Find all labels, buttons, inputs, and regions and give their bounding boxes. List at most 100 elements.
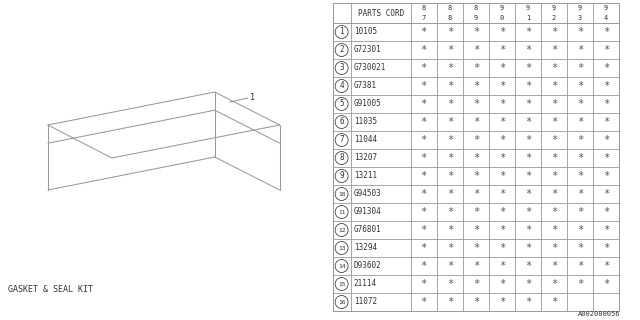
Text: *: * bbox=[603, 153, 609, 163]
Text: *: * bbox=[603, 261, 609, 271]
Text: *: * bbox=[551, 225, 557, 235]
Text: *: * bbox=[551, 243, 557, 253]
Text: *: * bbox=[447, 63, 453, 73]
Text: *: * bbox=[473, 297, 479, 307]
Text: *: * bbox=[473, 63, 479, 73]
Text: PARTS CORD: PARTS CORD bbox=[358, 9, 404, 18]
Text: *: * bbox=[447, 135, 453, 145]
Text: 13207: 13207 bbox=[354, 154, 377, 163]
Text: *: * bbox=[420, 45, 427, 55]
Text: *: * bbox=[447, 207, 453, 217]
Text: *: * bbox=[577, 117, 583, 127]
Text: 14: 14 bbox=[338, 263, 346, 268]
Text: *: * bbox=[577, 243, 583, 253]
Text: 9: 9 bbox=[578, 5, 582, 12]
Text: *: * bbox=[603, 225, 609, 235]
Text: *: * bbox=[603, 135, 609, 145]
Text: 4: 4 bbox=[604, 14, 608, 20]
Text: *: * bbox=[447, 261, 453, 271]
Text: *: * bbox=[577, 279, 583, 289]
Text: *: * bbox=[551, 297, 557, 307]
Text: 1: 1 bbox=[525, 14, 530, 20]
Text: 7: 7 bbox=[339, 135, 344, 145]
Text: *: * bbox=[551, 189, 557, 199]
Text: *: * bbox=[499, 45, 505, 55]
Text: *: * bbox=[525, 63, 531, 73]
Text: 6: 6 bbox=[339, 117, 344, 126]
Text: *: * bbox=[525, 171, 531, 181]
Text: 9: 9 bbox=[552, 5, 556, 12]
Text: *: * bbox=[551, 135, 557, 145]
Text: *: * bbox=[577, 81, 583, 91]
Text: 13294: 13294 bbox=[354, 244, 377, 252]
Text: *: * bbox=[499, 63, 505, 73]
Text: *: * bbox=[420, 225, 427, 235]
Text: *: * bbox=[525, 45, 531, 55]
Text: 0: 0 bbox=[500, 14, 504, 20]
Text: *: * bbox=[420, 189, 427, 199]
Text: *: * bbox=[420, 261, 427, 271]
Text: 4: 4 bbox=[339, 82, 344, 91]
Text: *: * bbox=[499, 117, 505, 127]
Text: 11: 11 bbox=[338, 210, 346, 214]
Text: *: * bbox=[551, 153, 557, 163]
Text: *: * bbox=[577, 27, 583, 37]
Text: *: * bbox=[577, 135, 583, 145]
Text: *: * bbox=[473, 225, 479, 235]
Text: 2: 2 bbox=[339, 45, 344, 54]
Text: 8: 8 bbox=[447, 14, 452, 20]
Text: *: * bbox=[447, 99, 453, 109]
Text: 9: 9 bbox=[474, 14, 478, 20]
Text: 9: 9 bbox=[339, 172, 344, 180]
Text: *: * bbox=[473, 135, 479, 145]
Text: *: * bbox=[551, 279, 557, 289]
Text: *: * bbox=[603, 243, 609, 253]
Text: *: * bbox=[447, 189, 453, 199]
Text: 11072: 11072 bbox=[354, 298, 377, 307]
Text: *: * bbox=[447, 27, 453, 37]
Text: D93602: D93602 bbox=[354, 261, 381, 270]
Text: *: * bbox=[551, 117, 557, 127]
Text: *: * bbox=[525, 189, 531, 199]
Text: *: * bbox=[525, 297, 531, 307]
Text: *: * bbox=[473, 279, 479, 289]
Text: *: * bbox=[551, 27, 557, 37]
Text: *: * bbox=[499, 261, 505, 271]
Text: *: * bbox=[499, 225, 505, 235]
Text: *: * bbox=[447, 225, 453, 235]
Text: *: * bbox=[603, 81, 609, 91]
Text: *: * bbox=[603, 207, 609, 217]
Text: *: * bbox=[447, 81, 453, 91]
Text: *: * bbox=[420, 171, 427, 181]
Text: *: * bbox=[473, 81, 479, 91]
Text: *: * bbox=[447, 171, 453, 181]
Text: G94503: G94503 bbox=[354, 189, 381, 198]
Text: 21114: 21114 bbox=[354, 279, 377, 289]
Text: *: * bbox=[420, 27, 427, 37]
Text: 9: 9 bbox=[525, 5, 530, 12]
Text: *: * bbox=[525, 99, 531, 109]
Text: *: * bbox=[420, 63, 427, 73]
Text: *: * bbox=[525, 135, 531, 145]
Text: *: * bbox=[525, 117, 531, 127]
Text: 8: 8 bbox=[474, 5, 478, 12]
Text: GASKET & SEAL KIT: GASKET & SEAL KIT bbox=[8, 285, 93, 294]
Text: *: * bbox=[551, 99, 557, 109]
Text: *: * bbox=[603, 279, 609, 289]
Text: *: * bbox=[525, 225, 531, 235]
Text: *: * bbox=[473, 207, 479, 217]
Text: *: * bbox=[420, 117, 427, 127]
Text: *: * bbox=[499, 297, 505, 307]
Text: 8: 8 bbox=[422, 5, 426, 12]
Text: *: * bbox=[499, 99, 505, 109]
Text: *: * bbox=[525, 261, 531, 271]
Text: *: * bbox=[420, 297, 427, 307]
Text: 9: 9 bbox=[604, 5, 608, 12]
Text: *: * bbox=[420, 81, 427, 91]
Text: 10: 10 bbox=[338, 191, 346, 196]
Text: 7: 7 bbox=[422, 14, 426, 20]
Text: 1: 1 bbox=[339, 28, 344, 36]
Text: 12: 12 bbox=[338, 228, 346, 233]
Text: 13: 13 bbox=[338, 245, 346, 251]
Text: 1: 1 bbox=[250, 93, 255, 102]
